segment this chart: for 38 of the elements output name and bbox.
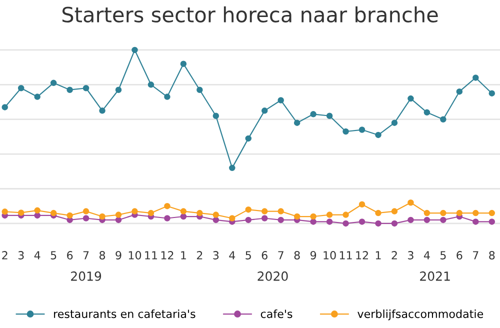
x-tick-label: 3 [213, 251, 219, 260]
x-tick-label: 4 [34, 251, 40, 260]
x-tick-label: 4 [424, 251, 430, 260]
x-tick-label: 1 [181, 251, 186, 260]
legend-label: restaurants en cafetaria's [54, 309, 196, 318]
x-tick-label: 10 [128, 251, 142, 260]
chart-title: Starters sector horeca naar branche [62, 6, 438, 22]
x-tick-label: 11 [340, 251, 352, 260]
text: 2019 [71, 271, 102, 281]
text: 2020 [258, 271, 288, 281]
x-tick-label: 8 [489, 251, 495, 260]
x-tick-label: 2 [196, 251, 202, 260]
x-tick-label: 8 [99, 251, 106, 260]
x-tick-label: 2 [2, 251, 8, 260]
x-tick-label: 12 [356, 251, 368, 260]
x-tick-label: 7 [473, 251, 478, 260]
x-tick-label: 9 [116, 251, 122, 260]
x-tick-label: 9 [310, 251, 316, 260]
x-tick-label: 11 [145, 251, 158, 260]
legend-label: cafe's [260, 309, 292, 318]
x-tick-label: 4 [229, 251, 236, 260]
x-tick-label: 5 [246, 251, 251, 260]
x-tick-label: 6 [456, 251, 462, 260]
x-tick-label: 10 [324, 251, 336, 260]
x-tick-label: 2 [392, 251, 397, 260]
x-tick-label: 1 [376, 251, 381, 260]
x-tick-label: 8 [294, 251, 300, 260]
legend-label: verblijfsaccommodatie [358, 309, 484, 320]
x-tick-label: 3 [18, 251, 24, 260]
x-tick-label: 6 [262, 251, 268, 260]
x-tick-label: 12 [161, 251, 174, 260]
text: 2021 [420, 271, 450, 281]
x-tick-label: 6 [67, 251, 73, 260]
x-tick-label: 5 [50, 251, 56, 260]
x-tick-label: 3 [408, 251, 414, 260]
x-tick-label: 5 [440, 251, 446, 260]
x-tick-label: 7 [278, 251, 284, 260]
x-tick-label: 7 [83, 251, 89, 260]
